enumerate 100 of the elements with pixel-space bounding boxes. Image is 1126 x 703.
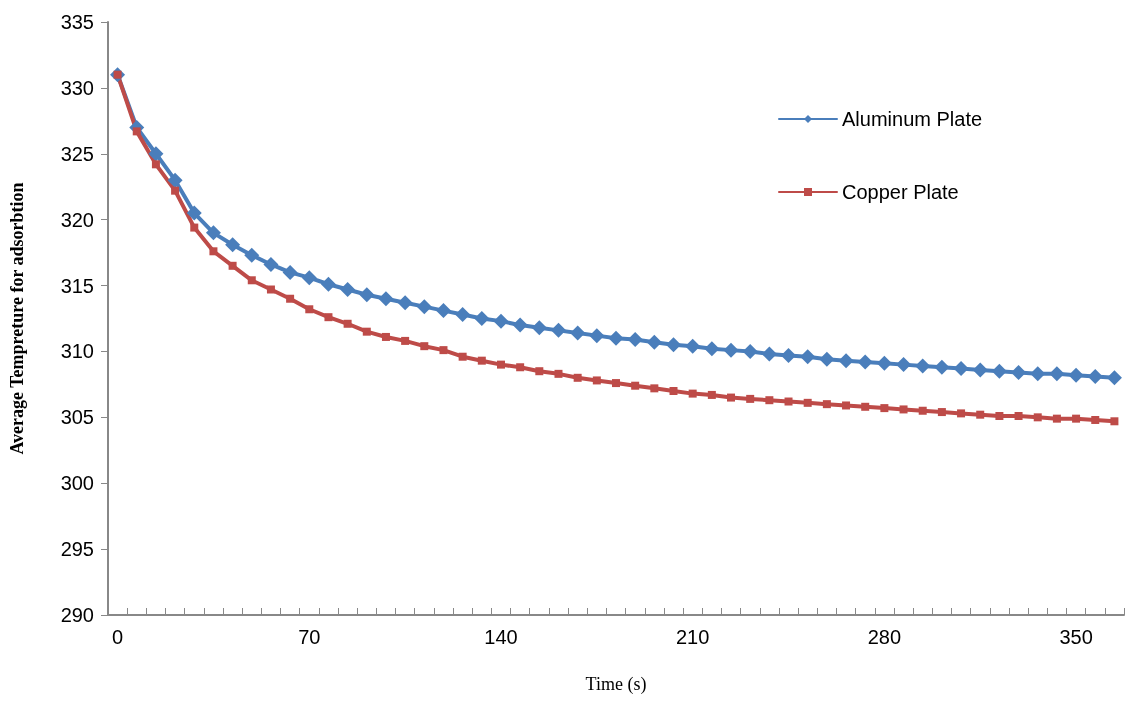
- point: [746, 394, 755, 403]
- y-tick-label: 305: [60, 406, 94, 429]
- point: [742, 343, 758, 359]
- point: [439, 346, 448, 355]
- point: [247, 276, 256, 285]
- point: [934, 359, 950, 375]
- point: [915, 358, 931, 374]
- point: [435, 303, 451, 319]
- y-tick-label: 300: [60, 472, 94, 495]
- point: [554, 369, 563, 378]
- point: [1110, 417, 1119, 426]
- point: [132, 127, 141, 136]
- point: [838, 353, 854, 369]
- point: [592, 376, 601, 385]
- y-tick-label: 335: [60, 11, 94, 33]
- point: [1014, 412, 1023, 421]
- point: [1011, 365, 1027, 381]
- point: [937, 408, 946, 417]
- point: [512, 317, 528, 333]
- point: [190, 223, 199, 232]
- point: [589, 328, 605, 344]
- point: [535, 367, 544, 376]
- point: [953, 361, 969, 377]
- point: [225, 237, 241, 253]
- point: [727, 393, 736, 402]
- point: [803, 398, 812, 407]
- point: [880, 404, 889, 413]
- point: [477, 356, 486, 365]
- point: [151, 160, 160, 169]
- point: [976, 410, 985, 419]
- point: [186, 205, 202, 221]
- point: [819, 351, 835, 367]
- point: [244, 247, 260, 263]
- point: [171, 186, 180, 195]
- point: [896, 357, 912, 373]
- x-tick-label: 140: [484, 626, 518, 648]
- point: [1052, 414, 1061, 423]
- point: [324, 313, 333, 322]
- point: [1106, 370, 1122, 386]
- point: [340, 282, 356, 298]
- point: [995, 412, 1004, 421]
- y-tick-label: 295: [60, 538, 94, 561]
- point: [401, 336, 410, 345]
- point: [381, 332, 390, 341]
- point: [209, 247, 218, 256]
- y-tick-label: 330: [60, 76, 94, 99]
- point: [301, 270, 317, 286]
- point: [612, 379, 620, 388]
- point: [669, 386, 678, 395]
- y-tick-label: 290: [60, 604, 94, 626]
- point: [972, 362, 988, 378]
- point: [1087, 368, 1103, 384]
- point: [765, 396, 774, 405]
- point: [688, 389, 697, 398]
- point: [205, 225, 221, 241]
- point: [531, 320, 547, 336]
- y-axis-title: Average Tempreture for adsorbtion: [7, 182, 27, 455]
- x-tick-label: 280: [867, 626, 902, 648]
- legend-label: Copper Plate: [842, 181, 959, 203]
- point: [918, 406, 927, 415]
- y-tick-label: 325: [60, 142, 94, 165]
- point: [822, 400, 831, 409]
- point: [570, 325, 586, 341]
- point: [420, 342, 429, 351]
- point: [704, 341, 720, 357]
- point: [723, 342, 739, 358]
- point: [650, 384, 659, 393]
- point: [631, 381, 640, 390]
- point: [666, 337, 682, 353]
- y-tick-label: 315: [60, 274, 94, 297]
- point: [378, 291, 394, 307]
- x-tick-label: 350: [1059, 626, 1093, 648]
- point: [1068, 367, 1084, 383]
- x-tick-label: 70: [298, 626, 321, 648]
- point: [550, 322, 566, 338]
- point: [343, 319, 352, 328]
- point: [359, 287, 375, 303]
- point: [474, 311, 490, 326]
- point: [282, 264, 298, 280]
- legend-label: Aluminum Plate: [842, 108, 983, 130]
- point: [516, 363, 525, 372]
- point: [1033, 413, 1042, 422]
- point: [1049, 366, 1065, 382]
- point: [493, 313, 509, 329]
- point: [167, 172, 183, 188]
- point: [957, 409, 966, 418]
- point: [228, 261, 237, 270]
- point: [707, 390, 716, 399]
- point: [1030, 366, 1046, 382]
- point: [458, 352, 467, 361]
- point: [1072, 414, 1081, 423]
- x-axis-title: Time (s): [585, 674, 647, 695]
- point: [861, 402, 870, 411]
- point: [627, 332, 643, 348]
- point: [455, 307, 471, 323]
- point: [876, 355, 892, 371]
- point: [608, 330, 624, 346]
- point: [305, 305, 314, 314]
- point: [496, 360, 505, 369]
- point: [266, 285, 275, 294]
